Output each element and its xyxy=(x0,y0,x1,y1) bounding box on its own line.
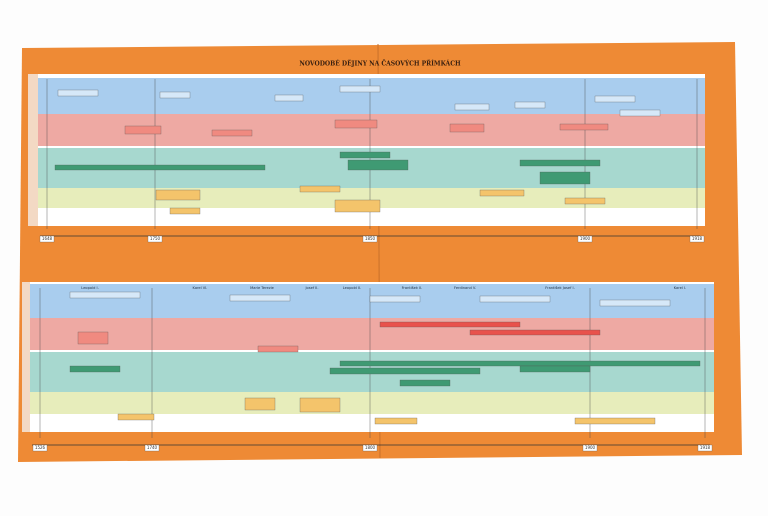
year-label: 1750 xyxy=(150,236,161,241)
band-yellow xyxy=(38,188,705,208)
event-labels xyxy=(54,85,701,425)
band-red xyxy=(30,318,714,350)
year-label: 1918 xyxy=(692,236,703,241)
ruler-name: Leopold I. xyxy=(81,286,98,290)
bottom-panel: Leopold I. Karel VI. Marie Terezie Josef II… xyxy=(22,282,714,452)
ruler-name: Leopold II. xyxy=(343,286,362,290)
year-box xyxy=(697,444,713,452)
year-label: 1900 xyxy=(580,236,591,241)
year-box xyxy=(39,235,55,243)
year-box xyxy=(147,235,163,243)
ruler-name: Karel I. xyxy=(674,286,686,290)
year-label: 1526 xyxy=(35,445,46,450)
year-box xyxy=(32,444,48,452)
year-box xyxy=(362,444,378,452)
title: NOVODOBÉ DĚJINY NA ČASOVÝCH PŘÍMKÁCH xyxy=(299,60,461,68)
band-yellow xyxy=(30,392,714,414)
year-label: 1740 xyxy=(147,445,158,450)
ruler-name: František Josef I. xyxy=(545,286,574,290)
ruler-name: Josef II. xyxy=(304,286,318,290)
band-blue xyxy=(38,78,705,114)
ruler-name: Marie Terezie xyxy=(250,286,274,290)
year-box xyxy=(577,235,593,243)
year-box xyxy=(144,444,160,452)
ruler-name: František II. xyxy=(402,286,423,290)
year-box xyxy=(689,235,705,243)
ruler-name: Karel VI. xyxy=(193,286,208,290)
year-label: 1900 xyxy=(585,445,596,450)
year-label: 1850 xyxy=(365,236,376,241)
year-label: 1800 xyxy=(365,445,376,450)
year-box xyxy=(362,235,378,243)
year-box xyxy=(582,444,598,452)
side-labels xyxy=(28,74,38,226)
year-label: 1648 xyxy=(42,236,53,241)
side-labels xyxy=(22,282,30,432)
ruler-name: Ferdinand V. xyxy=(454,286,476,290)
year-label: 1918 xyxy=(700,445,711,450)
